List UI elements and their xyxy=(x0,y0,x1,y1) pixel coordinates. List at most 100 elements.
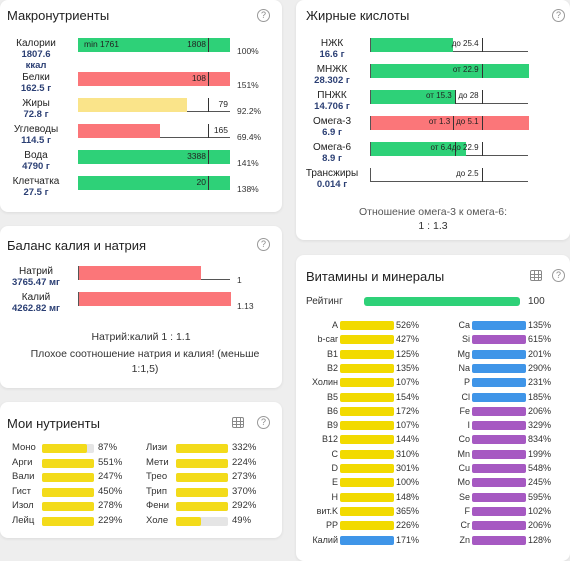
vitamin-bar xyxy=(340,363,394,373)
nutrient-percent: 450% xyxy=(98,485,123,497)
macro-name: Вода xyxy=(24,150,48,161)
macro-target-tick xyxy=(208,72,209,86)
fatty-name: Омега-6 xyxy=(312,142,352,153)
vitamin-label: Ca xyxy=(458,320,470,330)
fatty-name: ПНЖК xyxy=(317,90,347,101)
nutrient-percent: 370% xyxy=(232,485,257,497)
nutrient-label: Арги xyxy=(12,456,33,468)
macro-bar-track: 3388 xyxy=(78,150,230,164)
nutrient-bar-track xyxy=(176,516,228,526)
macro-label: Клетчатка 27.5 г xyxy=(0,176,72,198)
vitamin-percent: 548% xyxy=(528,463,552,473)
macro-target-tick xyxy=(208,38,209,52)
fatty-limit-label: от 1.3 xyxy=(428,117,451,126)
macro-amount: 4790 г xyxy=(22,161,50,172)
vitamin-bar xyxy=(472,464,526,473)
help-icon[interactable]: ? xyxy=(257,9,270,22)
fatty-label: МНЖК 28.302 г xyxy=(296,64,368,86)
fatty-tick xyxy=(481,116,483,130)
vitamin-percent: 206% xyxy=(528,520,552,531)
kna-name: Натрий xyxy=(19,266,53,277)
vitamin-bar xyxy=(472,435,526,445)
fatty-limit-label: от 15.3 xyxy=(426,91,452,100)
macro-amount: 72.8 г xyxy=(23,109,49,120)
nutrient-bar xyxy=(176,458,228,468)
vitamin-label: Cr xyxy=(460,520,471,531)
macro-percent: 92.2% xyxy=(237,106,262,116)
vitamin-label: Mn xyxy=(457,448,470,459)
vitamin-label: C xyxy=(331,448,339,459)
macro-target-label: 79 xyxy=(218,99,228,109)
fatty-tick xyxy=(481,38,483,52)
fatty-name: НЖК xyxy=(320,38,344,49)
vitamin-bar xyxy=(340,478,394,488)
vitamin-bar xyxy=(340,321,394,330)
macro-target-tick xyxy=(208,150,209,164)
fatty-label: Трансжиры 0.014 г xyxy=(296,168,368,190)
help-icon[interactable]: ? xyxy=(552,269,565,282)
vitamin-label: Zn xyxy=(459,534,470,545)
macro-label: Вода 4790 г xyxy=(0,150,72,172)
vitamin-label: B6 xyxy=(326,405,338,416)
nutrient-label: Лизи xyxy=(146,442,168,453)
vitamin-percent: 107% xyxy=(396,420,420,431)
fatty-bar xyxy=(371,38,454,52)
fatty-bar-track: до 25.4 xyxy=(370,38,528,52)
table-icon[interactable] xyxy=(232,417,244,428)
fatty-bar-track: от 15.3 до 28 xyxy=(370,90,528,104)
kna-label: Калий 4262.82 мг xyxy=(0,292,72,314)
fatty-amount: 0.014 г xyxy=(316,179,348,190)
vitamin-bar xyxy=(340,492,394,502)
vitamin-label: Na xyxy=(458,362,470,373)
macro-target-tick xyxy=(208,176,209,190)
vitamin-percent: 100% xyxy=(396,477,420,488)
nutrient-bar xyxy=(42,473,94,482)
vitamin-label: P xyxy=(463,377,470,388)
fatty-amount: 16.6 г xyxy=(319,49,345,60)
help-icon[interactable]: ? xyxy=(552,9,565,22)
fatty-amount: 8.9 г xyxy=(322,153,342,164)
macro-amount: 114.5 г xyxy=(21,135,51,146)
nutrient-bar xyxy=(42,458,94,468)
kna-label: Натрий 3765.47 мг xyxy=(0,266,72,288)
macro-percent: 138% xyxy=(237,184,259,194)
vitamin-bar xyxy=(472,478,526,488)
fatty-tick xyxy=(453,116,455,130)
vitamin-percent: 199% xyxy=(528,448,552,459)
table-icon[interactable] xyxy=(530,270,542,281)
fatty-label: Омега-3 6.9 г xyxy=(296,116,368,138)
fatty-bar-track: от 22.9 xyxy=(370,64,529,78)
macro-label: Калории 1807.6 ккал xyxy=(0,38,72,71)
vitamin-bar xyxy=(472,535,526,545)
vitamin-bar xyxy=(340,521,394,531)
macro-bar xyxy=(78,124,161,138)
macro-target-tick xyxy=(208,124,209,138)
my-nutrients-card: Мои нутриенты ? Моно 87% Арги 551% Вали 247% Г… xyxy=(0,402,282,538)
vitamin-label: b-car xyxy=(317,334,338,345)
macro-label: Углеводы 114.5 г xyxy=(0,124,72,146)
macro-percent: 69.4% xyxy=(237,132,262,142)
macro-bar-track: 20 xyxy=(78,176,230,190)
vitamin-percent: 206% xyxy=(528,405,552,416)
help-icon[interactable]: ? xyxy=(257,416,270,429)
macro-target-label: 108 xyxy=(191,73,206,83)
help-icon[interactable]: ? xyxy=(257,238,270,251)
vitamin-percent: 301% xyxy=(396,463,420,473)
vitamin-bar xyxy=(340,535,394,545)
nutrient-label: Вали xyxy=(12,471,35,482)
fatty-bar xyxy=(371,64,529,78)
macro-bar-track: min 1761 1808 xyxy=(78,38,230,52)
vitamin-label: Холин xyxy=(312,377,338,388)
fatty-bar-track: от 6.4 до 22.9 xyxy=(370,142,528,156)
kna-bar xyxy=(79,266,201,280)
vitamin-label: Co xyxy=(458,434,470,445)
macro-amount: 27.5 г xyxy=(23,187,49,198)
vitamin-percent: 125% xyxy=(396,348,420,359)
fatty-tick xyxy=(481,90,483,104)
vitamin-bar xyxy=(472,521,526,531)
macro-percent: 141% xyxy=(237,158,259,168)
macro-percent: 100% xyxy=(237,46,259,56)
nutrient-label: Трео xyxy=(146,471,168,482)
fatty-acids-title: Жирные кислоты xyxy=(306,8,410,23)
fatty-name: МНЖК xyxy=(316,64,348,75)
